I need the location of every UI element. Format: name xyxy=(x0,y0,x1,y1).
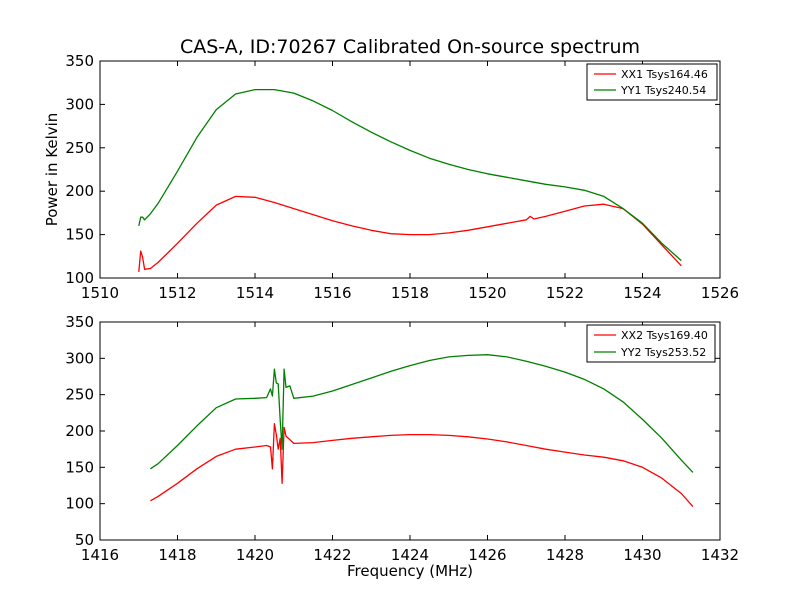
y-tick-label: 100 xyxy=(65,495,94,513)
legend-label-xx2: XX2 Tsys169.40 xyxy=(621,329,708,342)
chart-title-top: CAS-A, ID:70267 Calibrated On-source spe… xyxy=(180,36,640,58)
x-tick-label: 1420 xyxy=(236,546,274,564)
x-tick-label: 1510 xyxy=(81,284,119,302)
x-tick-label: 1518 xyxy=(391,284,429,302)
legend-box-bottom xyxy=(586,324,716,363)
y-tick-label: 350 xyxy=(65,313,94,331)
y-tick-label: 200 xyxy=(65,182,94,200)
x-tick-label: 1428 xyxy=(546,546,584,564)
x-tick-label: 1422 xyxy=(313,546,351,564)
legend-box-top xyxy=(586,63,718,101)
x-tick-label: 1512 xyxy=(158,284,196,302)
y-tick-label: 300 xyxy=(65,95,94,113)
y-tick-label: 250 xyxy=(65,139,94,157)
x-tick-label: 1432 xyxy=(701,546,739,564)
y-tick-label: 250 xyxy=(65,386,94,404)
y-tick-label: 200 xyxy=(65,422,94,440)
legend-top: XX1 Tsys164.46 YY1 Tsys240.54 xyxy=(586,63,718,101)
y-tick-label: 100 xyxy=(65,269,94,287)
x-tick-label: 1426 xyxy=(468,546,506,564)
y-tick-label: 50 xyxy=(75,531,94,549)
y-tick-label: 150 xyxy=(65,226,94,244)
x-tick-label: 1520 xyxy=(468,284,506,302)
x-ticks-top: 1510 1512 1514 1516 1518 1520 1522 1524 1526 xyxy=(81,61,739,302)
bottom-plot: Frequency (MHz) 1416 1418 1420 1422 1424 1426… xyxy=(65,313,739,580)
x-ticks-bottom: 1416 1418 1420 1422 1424 1426 1428 1430 1432 xyxy=(81,322,739,564)
y-axis-label-top: Power in Kelvin xyxy=(43,113,61,227)
plot-frame-top xyxy=(99,60,721,279)
x-tick-label: 1424 xyxy=(391,546,429,564)
y-tick-label: 150 xyxy=(65,458,94,476)
series-line-yy1 xyxy=(138,88,682,262)
series-lines-bottom xyxy=(150,354,694,508)
y-ticks-top: 100 150 200 250 300 350 xyxy=(65,52,720,287)
plot-frame-bottom xyxy=(99,321,721,541)
x-tick-label: 1524 xyxy=(623,284,661,302)
x-axis-label-bottom: Frequency (MHz) xyxy=(347,562,473,580)
top-plot: Power in Kelvin 1510 1512 1514 1516 1518 1520… xyxy=(43,52,739,302)
x-tick-label: 1526 xyxy=(701,284,739,302)
x-tick-label: 1418 xyxy=(158,546,196,564)
x-tick-label: 1516 xyxy=(313,284,351,302)
legend-label-xx1: XX1 Tsys164.46 xyxy=(621,68,708,81)
x-tick-label: 1514 xyxy=(236,284,274,302)
legend-label-yy2: YY2 Tsys253.52 xyxy=(620,346,706,359)
x-tick-label: 1430 xyxy=(623,546,661,564)
legend-bottom: XX2 Tsys169.40 YY2 Tsys253.52 xyxy=(586,324,716,363)
x-tick-label: 1522 xyxy=(546,284,584,302)
legend-label-yy1: YY1 Tsys240.54 xyxy=(620,84,706,97)
series-line-xx2 xyxy=(150,423,694,508)
series-line-yy2 xyxy=(150,354,694,473)
series-line-xx1 xyxy=(138,195,682,272)
x-tick-label: 1416 xyxy=(81,546,119,564)
y-tick-label: 350 xyxy=(65,52,94,70)
y-tick-label: 300 xyxy=(65,349,94,367)
series-lines-top xyxy=(138,88,682,272)
